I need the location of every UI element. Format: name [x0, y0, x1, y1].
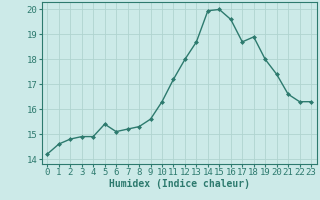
X-axis label: Humidex (Indice chaleur): Humidex (Indice chaleur): [109, 179, 250, 189]
